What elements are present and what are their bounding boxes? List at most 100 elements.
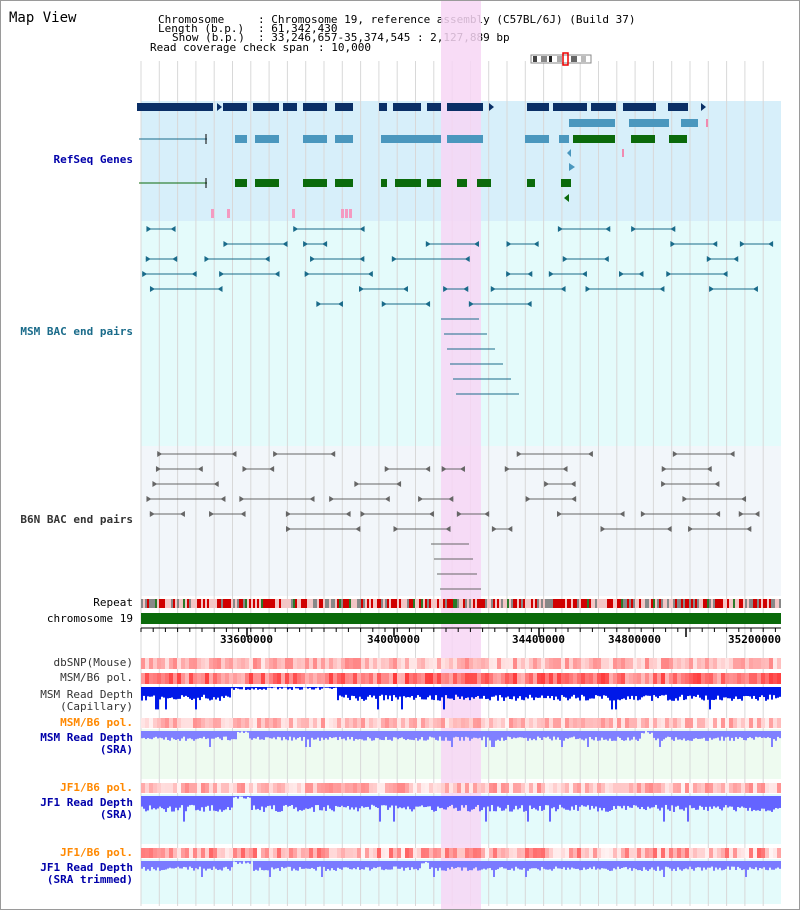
depth-bar xyxy=(509,687,511,699)
depth-bar xyxy=(741,796,743,807)
polymorphism-cell xyxy=(337,718,341,728)
gene-exon xyxy=(457,179,467,187)
depth-bar xyxy=(753,861,755,870)
depth-bar xyxy=(207,796,209,806)
msm-bac-pair-end xyxy=(443,286,449,292)
depth-bar xyxy=(705,796,707,807)
gene-arrow xyxy=(217,103,222,111)
polymorphism-cell xyxy=(765,783,769,793)
repeat-block xyxy=(571,599,573,608)
depth-bar xyxy=(535,687,537,698)
polymorphism-cell xyxy=(633,718,637,728)
polymorphism-cell xyxy=(689,673,693,684)
b6n-bac-pair-end xyxy=(425,466,431,472)
depth-bar xyxy=(579,687,581,701)
b6n-bac-pair-end xyxy=(239,496,245,502)
depth-bar xyxy=(663,687,665,696)
depth-bar xyxy=(325,796,327,811)
depth-bar xyxy=(473,861,475,869)
depth-bar xyxy=(313,731,315,740)
depth-bar xyxy=(597,731,599,741)
depth-bar xyxy=(257,731,259,737)
polymorphism-cell xyxy=(261,848,265,858)
depth-bar xyxy=(277,861,279,869)
repeat-block xyxy=(269,599,271,608)
polymorphism-cell xyxy=(481,673,485,684)
depth-bar xyxy=(221,861,223,871)
depth-bar xyxy=(375,861,377,869)
depth-bar xyxy=(189,861,191,867)
repeat-block xyxy=(359,599,361,608)
repeat-block xyxy=(379,599,381,608)
depth-bar xyxy=(155,731,157,737)
repeat-block xyxy=(499,599,501,608)
repeat-block xyxy=(589,599,591,608)
depth-bar xyxy=(729,687,731,699)
depth-bar xyxy=(773,687,775,696)
depth-bar xyxy=(667,687,669,701)
msm-bac-pair-end xyxy=(402,286,408,292)
depth-bar xyxy=(701,796,703,807)
depth-bar xyxy=(591,731,593,740)
depth-bar xyxy=(641,796,643,807)
depth-bar xyxy=(593,796,595,809)
depth-bar xyxy=(673,687,675,701)
depth-bar xyxy=(289,731,291,737)
depth-bar xyxy=(715,796,717,808)
depth-bar xyxy=(271,687,273,689)
repeat-block xyxy=(335,599,337,608)
repeat-block xyxy=(349,599,351,608)
depth-bar xyxy=(339,861,341,869)
repeat-block xyxy=(675,599,677,608)
depth-bar xyxy=(299,796,301,811)
polymorphism-cell xyxy=(629,718,633,728)
depth-bar xyxy=(497,687,499,701)
polymorphism-cell xyxy=(745,783,749,793)
depth-bar xyxy=(207,731,209,739)
repeat-block xyxy=(753,599,755,608)
depth-bar xyxy=(295,861,297,871)
repeat-block xyxy=(559,599,561,608)
polymorphism-cell xyxy=(737,718,741,728)
depth-bar xyxy=(427,687,429,698)
depth-bar xyxy=(165,687,167,710)
polymorphism-cell xyxy=(569,848,573,858)
polymorphism-cell xyxy=(637,718,641,728)
polymorphism-cell xyxy=(173,718,177,728)
polymorphism-cell xyxy=(365,783,369,793)
polymorphism-cell xyxy=(413,658,417,669)
depth-bar xyxy=(571,731,573,738)
msm-bac-pair-end xyxy=(322,241,328,247)
polymorphism-cell xyxy=(373,718,377,728)
depth-bar xyxy=(369,687,371,696)
depth-bar xyxy=(491,731,493,747)
depth-bar xyxy=(717,861,719,870)
polymorphism-cell xyxy=(157,848,161,858)
polymorphism-cell xyxy=(693,718,697,728)
depth-bar xyxy=(205,731,207,740)
polymorphism-cell xyxy=(433,783,437,793)
msm-bac-pair-end xyxy=(381,301,387,307)
polymorphism-cell xyxy=(649,783,653,793)
polymorphism-cell xyxy=(445,848,449,858)
depth-bar xyxy=(521,731,523,738)
depth-bar xyxy=(589,731,591,738)
depth-bar xyxy=(501,796,503,811)
polymorphism-cell xyxy=(433,718,437,728)
polymorphism-cell xyxy=(669,658,673,669)
depth-bar xyxy=(565,861,567,870)
repeat-block xyxy=(725,599,727,608)
depth-bar xyxy=(491,861,493,871)
depth-bar xyxy=(619,687,621,701)
repeat-block xyxy=(747,599,749,608)
depth-bar xyxy=(531,796,533,810)
depth-bar xyxy=(567,796,569,810)
repeat-block xyxy=(449,599,451,608)
depth-bar xyxy=(461,861,463,871)
depth-bar xyxy=(273,861,275,870)
gene-exon xyxy=(335,179,353,187)
depth-bar xyxy=(307,731,309,740)
polymorphism-cell xyxy=(233,848,237,858)
depth-bar xyxy=(381,731,383,741)
